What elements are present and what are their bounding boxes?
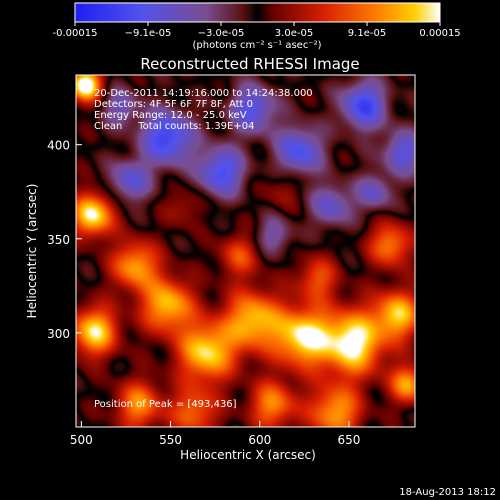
plot-frame bbox=[75, 74, 416, 428]
chart-title: Reconstructed RHESSI Image bbox=[140, 55, 359, 73]
colorbar-units: (photons cm⁻² s⁻¹ asec⁻²) bbox=[192, 40, 321, 51]
x-axis-label: Heliocentric X (arcsec) bbox=[180, 448, 316, 462]
colorbar-tick-label: -0.00015 bbox=[53, 28, 98, 39]
x-tick-label: 650 bbox=[338, 433, 361, 447]
annotation-energy: Energy Range: 12.0 - 25.0 keV bbox=[94, 110, 247, 121]
y-axis-label: Heliocentric Y (arcsec) bbox=[25, 184, 39, 319]
annotation-clean: Clean Total counts: 1.39E+04 bbox=[94, 121, 254, 132]
y-tick-label: 400 bbox=[47, 139, 70, 153]
annotation-time: 20-Dec-2011 14:19:16.000 to 14:24:38.000 bbox=[94, 88, 313, 99]
colorbar bbox=[74, 2, 441, 23]
x-tick-label: 500 bbox=[70, 433, 93, 447]
heatmap-image bbox=[76, 75, 415, 427]
colorbar-tick-label: −3.0e-05 bbox=[198, 28, 245, 39]
colorbar-tick-label: 0.00015 bbox=[419, 28, 460, 39]
y-tick-label: 300 bbox=[47, 327, 70, 341]
y-tick-label: 350 bbox=[47, 233, 70, 247]
x-tick-label: 600 bbox=[248, 433, 271, 447]
colorbar-tick-label: 3.0e-05 bbox=[275, 28, 313, 39]
colorbar-tick-label: −9.1e-05 bbox=[125, 28, 172, 39]
footer-date: 18-Aug-2013 18:12 bbox=[399, 487, 496, 498]
colorbar-tick-label: 9.1e-05 bbox=[348, 28, 386, 39]
annotation-detectors: Detectors: 4F 5F 6F 7F 8F, Att 0 bbox=[94, 99, 253, 110]
peak-position-label: Position of Peak = [493,436] bbox=[94, 399, 237, 410]
x-axis: 500 550 600 650 bbox=[70, 421, 361, 447]
y-axis: 300 350 400 bbox=[47, 139, 82, 341]
x-tick-label: 550 bbox=[159, 433, 182, 447]
colorbar-ticks: -0.00015 −9.1e-05 −3.0e-05 3.0e-05 9.1e-05 0.… bbox=[53, 22, 461, 39]
